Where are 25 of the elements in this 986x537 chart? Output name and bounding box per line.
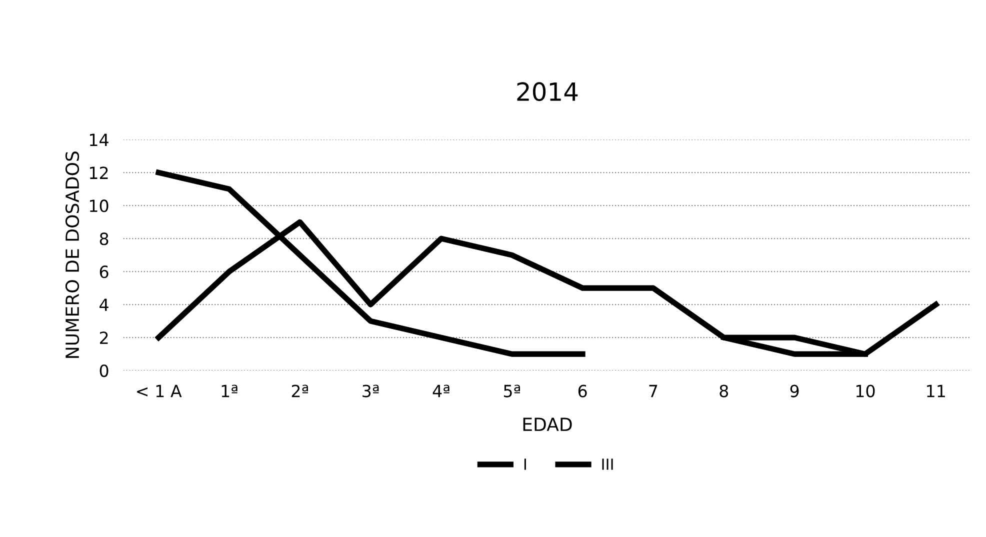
legend-label: III: [602, 458, 613, 470]
x-tick-label: 1ª: [222, 384, 238, 398]
legend-label: I: [524, 458, 526, 470]
x-tick-label: 10: [856, 384, 875, 398]
x-axis-title: EDAD: [523, 418, 572, 431]
x-tick-label: 4ª: [432, 384, 450, 398]
chart-title: 2014: [517, 82, 578, 102]
x-tick-label: < 1 A: [137, 384, 182, 398]
y-tick-label: 0: [100, 364, 108, 378]
y-tick-label: 12: [90, 166, 108, 179]
y-tick-label: 4: [100, 298, 108, 311]
x-tick-label: 8: [720, 384, 728, 398]
x-tick-label: 5ª: [504, 384, 520, 398]
y-tick-label: 14: [90, 134, 108, 146]
x-tick-label: 6: [578, 384, 587, 398]
y-tick-label: 6: [100, 266, 108, 278]
y-tick-label: 10: [90, 200, 108, 212]
y-tick-label: 8: [100, 232, 108, 246]
x-tick-label: 7: [649, 384, 658, 398]
x-tick-label: 2ª: [292, 384, 308, 398]
x-tick-label: 9: [790, 384, 799, 398]
y-tick-label: 2: [100, 332, 108, 344]
x-tick-label: 11: [927, 384, 945, 398]
y-axis-title: NUMERO DE DOSADOS: [65, 152, 80, 358]
x-tick-label: 3ª: [362, 384, 379, 398]
